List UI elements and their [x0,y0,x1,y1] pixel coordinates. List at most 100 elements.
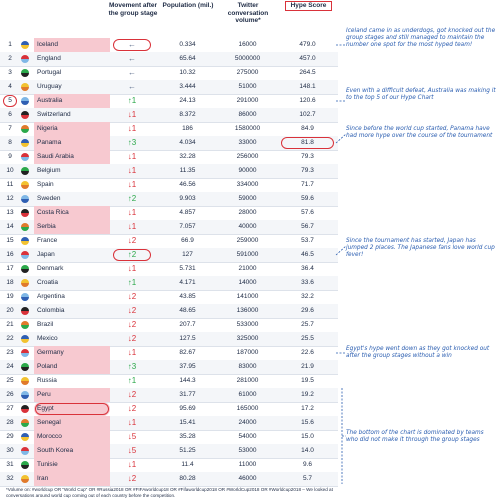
movement: ↓1 [127,166,137,175]
rank: 6 [8,111,12,118]
movement: ↓1 [127,460,137,469]
flag [21,419,29,427]
annotation: Since before the world cup started, Pana… [346,126,493,139]
table-row: 14 Serbia ↓1 7.057 40000 56.7 [0,220,338,235]
table-row: 1 Iceland ← 0.334 16000 479.0 [0,38,338,53]
movement: ↓1 [127,152,137,161]
twitter-volume: 136000 [236,307,259,314]
hype-score: 59.6 [301,195,314,202]
hype-score: 19.2 [301,391,314,398]
rank: 13 [6,209,14,216]
twitter-volume: 86000 [238,111,257,118]
movement: ↓2 [127,404,137,413]
twitter-volume: 591000 [236,251,259,258]
flag [21,405,29,413]
country: Nigeria [34,122,110,136]
country: Egypt [34,402,110,416]
population: 11.4 [181,461,194,468]
population: 24.13 [179,97,196,104]
movement: ↑1 [127,376,137,385]
flag [21,433,29,441]
movement: ↑3 [127,138,137,147]
header-population: Population (mil.) [162,2,214,9]
movement: ← [128,54,136,63]
hype-score: 29.6 [301,307,314,314]
movement: ← [128,82,136,91]
rank: 31 [6,461,14,468]
country: Germany [34,346,110,360]
population: 65.64 [179,55,196,62]
rank: 26 [6,391,14,398]
hype-score: 14.0 [301,447,314,454]
table-row: 27 Egypt ↓2 95.69 165000 17.2 [0,402,338,417]
twitter-volume: 291000 [236,97,259,104]
movement: ↑1 [127,96,137,105]
flag [21,279,29,287]
twitter-volume: 59000 [238,195,257,202]
flag [21,139,29,147]
flag [21,237,29,245]
flag [21,209,29,217]
hype-score: 25.7 [301,321,314,328]
flag [21,307,29,315]
table-row: 22 Mexico ↓2 127.5 325000 25.5 [0,332,338,347]
table-row: 12 Sweden ↑2 9.903 59000 59.6 [0,192,338,207]
table-row: 10 Belgium ↓1 11.35 90000 79.3 [0,164,338,179]
country: Tunisie [34,458,110,472]
rank: 7 [8,125,12,132]
population: 32.28 [179,153,196,160]
rank: 27 [6,405,14,412]
population: 82.67 [179,349,196,356]
population: 35.28 [179,433,196,440]
hype-score: 5.7 [302,475,313,482]
table-row: 7 Nigeria ↓1 186 1580000 84.9 [0,122,338,137]
twitter-volume: 40000 [238,223,257,230]
twitter-volume: 256000 [236,153,259,160]
population: 51.25 [179,447,196,454]
rank: 32 [6,475,14,482]
country: Denmark [37,265,64,272]
population: 43.85 [179,293,196,300]
hype-score: 22.6 [301,349,314,356]
population: 66.9 [181,237,194,244]
rank: 11 [6,181,14,188]
country: Serbia [34,220,110,234]
table-row: 5 Australia ↑1 24.13 291000 120.6 [0,94,338,109]
movement: ↓2 [127,334,137,343]
twitter-volume: 54000 [238,433,257,440]
country: Brazil [37,321,54,328]
twitter-volume: 11000 [238,461,257,468]
table-row: 25 Russia ↑1 144.3 281000 19.5 [0,374,338,389]
movement: ↓1 [127,264,137,273]
rank: 3 [8,69,12,76]
twitter-volume: 24000 [238,419,257,426]
flag [21,83,29,91]
annotation: Iceland came in as underdogs, got knocke… [346,28,496,48]
annotation: Even with a difficult defeat, Australia … [346,88,496,101]
rank: 10 [6,167,14,174]
table-row: 9 Saudi Arabia ↓1 32.28 256000 79.3 [0,150,338,165]
table-row: 29 Morocco ↓5 35.28 54000 15.0 [0,430,338,445]
table-row: 16 Japan ↑2 127 591000 46.5 [0,248,338,263]
hype-score: 264.5 [299,69,316,76]
rank: 8 [8,139,12,146]
table-row: 18 Croatia ↑1 4.171 14000 33.6 [0,276,338,291]
population: 4.857 [179,209,196,216]
country: Poland [34,360,110,374]
rank: 12 [6,195,14,202]
movement: ↓1 [127,222,137,231]
rank: 9 [8,153,12,160]
twitter-volume: 334000 [236,181,259,188]
twitter-volume: 141000 [236,293,259,300]
country: Saudi Arabia [34,150,110,164]
flag [21,223,29,231]
table-row: 31 Tunisie ↓1 11.4 11000 9.6 [0,458,338,473]
flag [21,181,29,189]
rank: 23 [6,349,14,356]
population: 186 [182,125,193,132]
movement: ↓5 [127,446,137,455]
hype-score: 479.0 [299,41,316,48]
movement: ↓2 [127,292,137,301]
movement: ↓1 [127,180,137,189]
